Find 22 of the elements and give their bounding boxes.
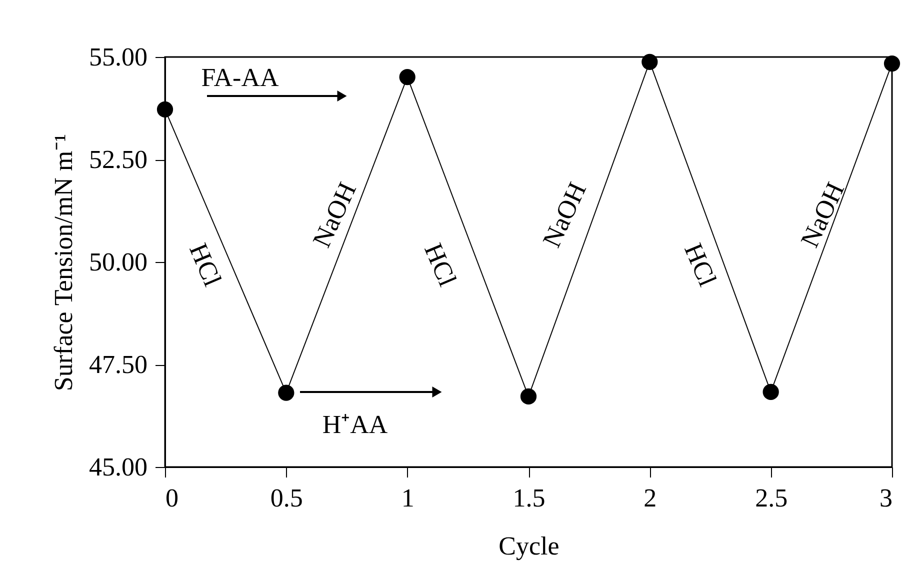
y-tick-label: 52.50 (89, 145, 148, 174)
annotation: HCl (184, 239, 228, 290)
x-tick-label: 0.5 (270, 484, 303, 512)
x-tick-label: 2 (644, 484, 657, 512)
annotation: NaOH (795, 178, 850, 252)
y-tick-label: 50.00 (89, 248, 148, 276)
annotation: NaOH (307, 178, 362, 252)
x-tick-label: 3 (880, 484, 892, 512)
y-tick-label: 55.00 (89, 42, 148, 72)
x-tick-label: 1.5 (512, 484, 546, 512)
annotation: H⁺AA (322, 410, 388, 439)
y-axis-title: Surface Tension/mN m⁻¹ (49, 134, 78, 392)
annotation: HCl (678, 239, 722, 290)
x-tick-label: 1 (401, 484, 414, 512)
annotation: NaOH (537, 178, 592, 252)
y-tick-label: 45.00 (89, 452, 148, 482)
y-tick-label: 47.50 (89, 350, 148, 379)
x-tick-label: 2.5 (755, 484, 788, 512)
x-axis-title: Cycle (498, 532, 560, 560)
annotation: HCl (418, 239, 462, 290)
x-tick-label: 0 (166, 484, 178, 512)
annotation: FA-AA (201, 63, 279, 92)
